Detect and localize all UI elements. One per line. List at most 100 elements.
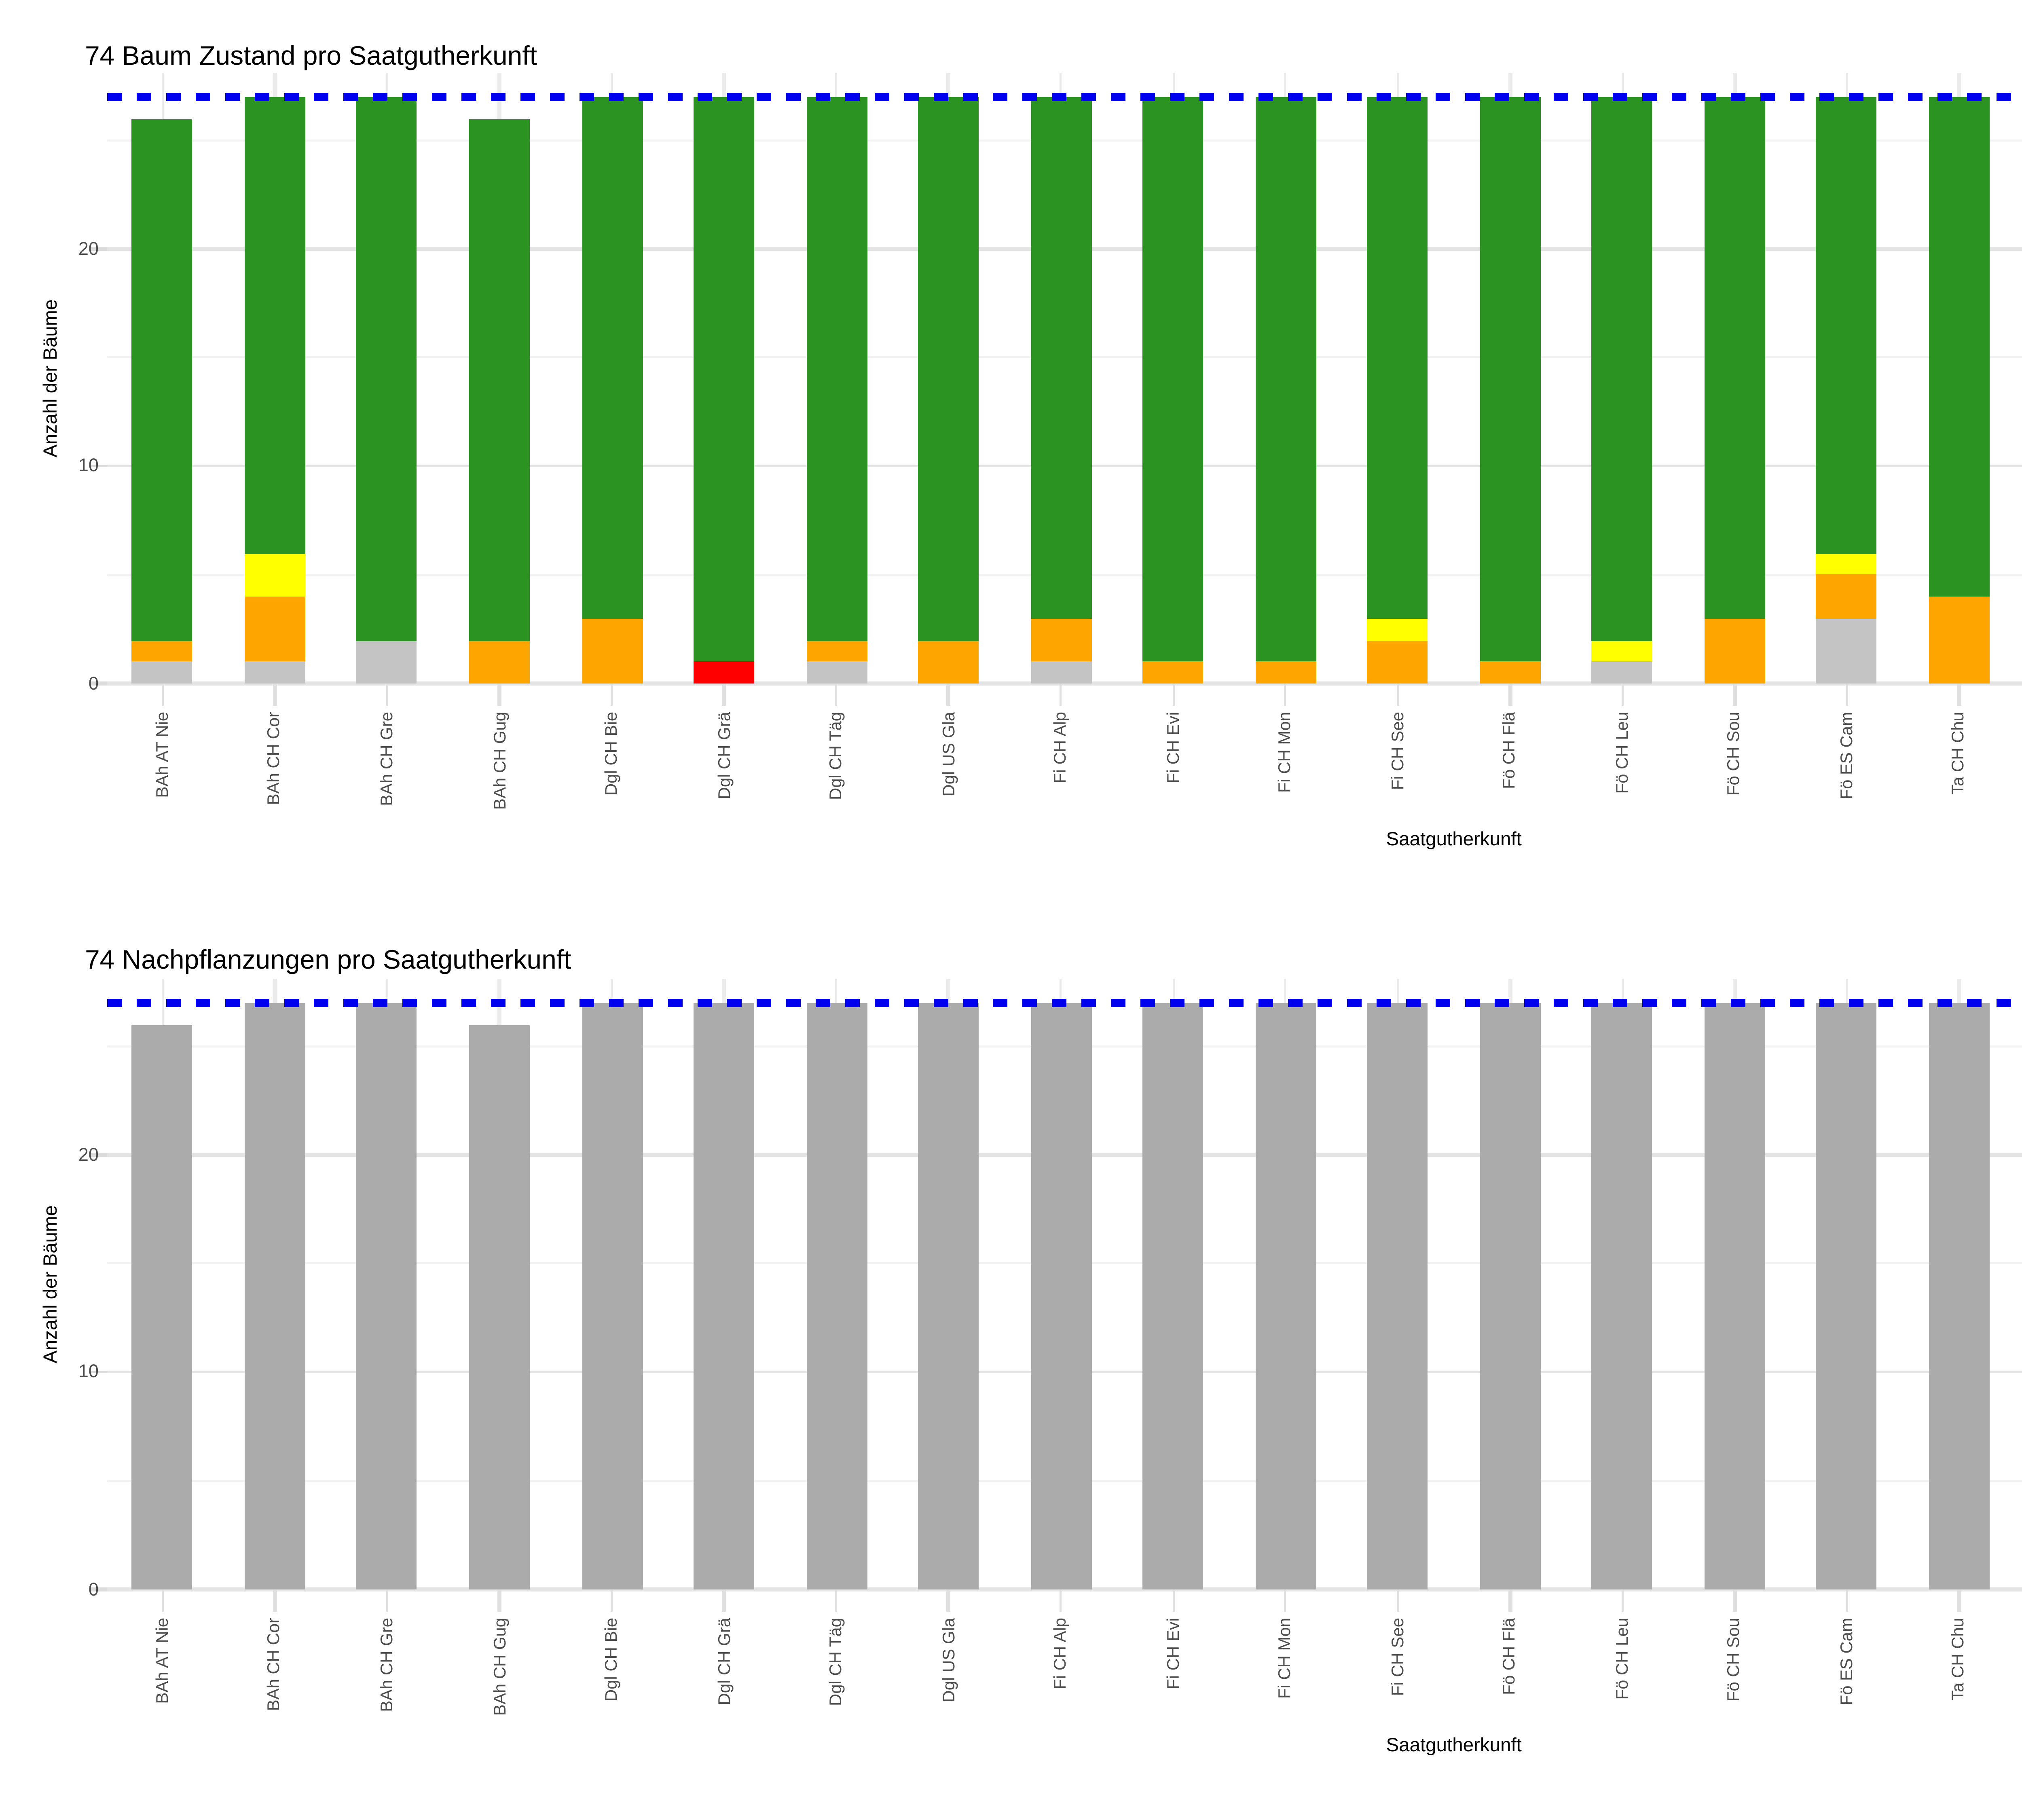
x-tick-mark (1508, 684, 1512, 706)
bar-segment (244, 662, 305, 684)
y-axis-title-wrap: Anzahl der Bäume (40, 73, 63, 684)
bar-segment (1480, 662, 1541, 684)
x-axis-title: Saatgutherkunft (1386, 1735, 1522, 1757)
bar-segment (806, 640, 867, 662)
x-tick-mark (385, 1589, 389, 1612)
x-category-label: BAh AT Nie (151, 712, 172, 798)
bar-segment (694, 96, 755, 662)
x-tick-mark (1284, 1589, 1287, 1612)
x-category-label: Dgl CH Bie (601, 1618, 621, 1702)
plot-panel (106, 979, 2022, 1591)
x-tick-mark (273, 1589, 277, 1612)
x-category-label: Fi CH Mon (1274, 712, 1295, 793)
bar-segment (1480, 1002, 1541, 1589)
x-tick-mark (1396, 684, 1399, 706)
x-tick-mark (1284, 684, 1287, 706)
x-category-label: Dgl CH Grä (713, 712, 733, 800)
x-tick-mark (1845, 1589, 1849, 1612)
bar-segment (806, 96, 867, 640)
bar-segment (132, 118, 193, 640)
bar-segment (244, 96, 305, 553)
bar-segment (1592, 1002, 1653, 1589)
x-category-label: Fi CH See (1386, 712, 1407, 790)
y-tick-mark (88, 464, 107, 468)
bar-segment (918, 96, 979, 640)
x-tick-mark (722, 1589, 725, 1612)
x-category-label: Dgl CH Täg (825, 1618, 846, 1706)
x-category-label: Dgl US Gla (937, 1618, 958, 1703)
x-tick-mark (498, 1589, 501, 1612)
x-category-label: BAh CH Gug (488, 1618, 509, 1716)
x-category-label: Fö CH Flä (1499, 712, 1519, 789)
x-tick-mark (947, 1589, 950, 1612)
bar-segment (469, 118, 530, 640)
bar-segment (581, 96, 642, 618)
bar-segment (694, 1002, 755, 1589)
bar-segment (1367, 96, 1428, 618)
bar-segment (1480, 96, 1541, 662)
bar-segment (244, 553, 305, 597)
x-tick-mark (1621, 684, 1624, 706)
bar-segment (1592, 96, 1653, 640)
bar-segment (1817, 575, 1878, 618)
x-tick-mark (1172, 1589, 1175, 1612)
bar-segment (581, 618, 642, 684)
bar-segment (1817, 553, 1878, 575)
y-tick-mark (88, 682, 107, 685)
bar-segment (1030, 618, 1091, 662)
x-category-label: Fi CH Alp (1049, 712, 1070, 783)
x-tick-mark (1845, 684, 1849, 706)
x-tick-mark (161, 684, 164, 706)
bar-segment (806, 1002, 867, 1589)
bar-segment (1367, 1002, 1428, 1589)
bar-segment (1030, 96, 1091, 618)
bar-segment (1143, 1002, 1204, 1589)
x-tick-mark (835, 1589, 838, 1612)
y-axis-title: Anzahl der Bäume (40, 1205, 63, 1363)
x-tick-mark (161, 1589, 164, 1612)
bar-segment (1704, 1002, 1765, 1589)
x-category-label: Fö CH Flä (1499, 1618, 1519, 1695)
bar-segment (1255, 96, 1316, 662)
x-category-label: Fö ES Cam (1836, 1618, 1856, 1706)
bar-segment (1817, 1002, 1878, 1589)
y-tick-mark (88, 1370, 107, 1373)
bar-segment (469, 640, 530, 684)
bar-segment (1929, 96, 1990, 597)
bar-segment (244, 597, 305, 662)
reference-line (106, 999, 2022, 1006)
bar-segment (1143, 96, 1204, 662)
bar-segment (1030, 662, 1091, 684)
x-category-label: BAh CH Gre (376, 712, 396, 806)
y-tick-label: 20 (78, 1143, 99, 1164)
bar-segment (1367, 618, 1428, 640)
bar-segment (1929, 1002, 1990, 1589)
x-category-label: BAh CH Gre (376, 1618, 396, 1712)
bar-segment (1255, 662, 1316, 684)
bar-segment (581, 1002, 642, 1589)
x-tick-mark (610, 1589, 613, 1612)
chart-title: 74 Baum Zustand pro Saatgutherkunft (85, 40, 537, 71)
x-category-label: Fö ES Cam (1836, 712, 1856, 800)
x-category-label: BAh CH Cor (264, 1618, 284, 1711)
x-tick-mark (947, 684, 950, 706)
bar-segment (357, 640, 418, 684)
x-tick-mark (1958, 684, 1961, 706)
bar-segment (1592, 662, 1653, 684)
plot-panel (106, 73, 2022, 685)
y-axis-title: Anzahl der Bäume (40, 299, 63, 457)
y-tick-label: 0 (88, 672, 99, 693)
bar-segment (1929, 597, 1990, 684)
x-category-label: BAh CH Gug (488, 712, 509, 810)
x-category-label: Fi CH See (1386, 1618, 1407, 1696)
reference-line (106, 93, 2022, 100)
x-tick-mark (722, 684, 725, 706)
x-category-label: Fi CH Alp (1049, 1618, 1070, 1689)
bar-segment (1592, 640, 1653, 662)
x-category-label: Fö CH Leu (1611, 712, 1632, 794)
chart-title: 74 Nachpflanzungen pro Saatgutherkunft (85, 944, 571, 975)
x-category-label: Ta CH Chu (1948, 712, 1969, 795)
x-tick-mark (385, 684, 389, 706)
bar-segment (1255, 1002, 1316, 1589)
bar-segment (1143, 662, 1204, 684)
